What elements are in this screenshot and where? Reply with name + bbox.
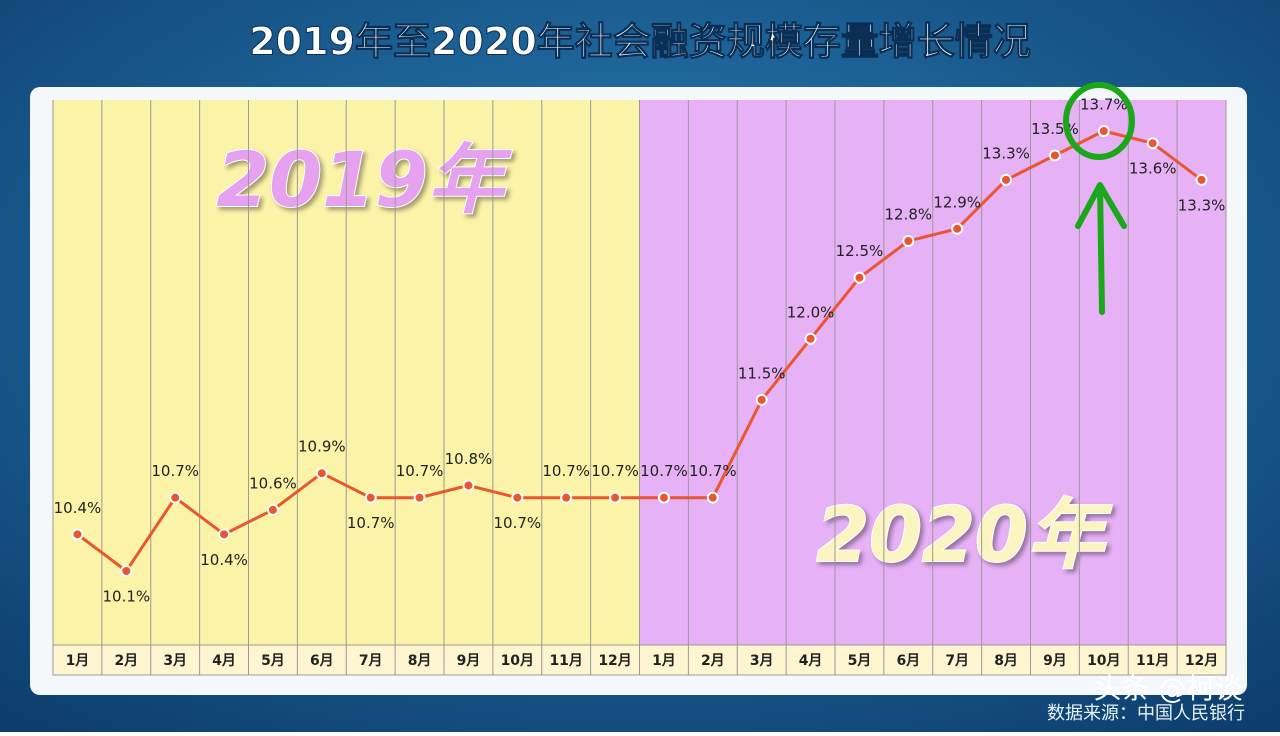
point <box>511 491 524 504</box>
data-label: 10.8% <box>445 450 493 468</box>
point <box>657 491 670 504</box>
x-tick-label: 9月 <box>457 653 481 669</box>
line <box>76 129 1203 574</box>
x-tick-label: 1月 <box>652 653 676 669</box>
point <box>71 528 84 541</box>
point <box>853 271 866 284</box>
data-label: 12.9% <box>933 193 981 211</box>
x-tick-label: 12月 <box>1185 653 1218 669</box>
data-label: 10.4% <box>54 499 102 517</box>
data-label: 10.7% <box>640 462 688 480</box>
x-tick-label: 4月 <box>799 653 823 669</box>
point <box>169 491 182 504</box>
point <box>315 467 328 480</box>
data-label: 10.4% <box>200 551 248 569</box>
x-tick-label: 9月 <box>1043 653 1067 669</box>
point <box>951 222 964 235</box>
x-tick-label: 4月 <box>212 653 236 669</box>
x-tick-label: 11月 <box>549 653 582 669</box>
data-label: 10.6% <box>249 474 297 492</box>
x-tick-label: 11月 <box>1136 653 1169 669</box>
data-label: 13.3% <box>1178 196 1226 214</box>
point <box>1195 173 1208 186</box>
data-label: 10.1% <box>102 588 150 606</box>
x-tick-label: 10月 <box>501 653 534 669</box>
x-tick-label: 8月 <box>994 653 1018 669</box>
x-tick-label: 12月 <box>598 653 631 669</box>
point <box>755 393 768 406</box>
point <box>609 491 622 504</box>
data-label: 10.9% <box>298 438 346 456</box>
x-tick-label: 2月 <box>114 653 138 669</box>
chart-title: 2019年至2020年社会融资规模存量增长情况 <box>249 20 1031 64</box>
data-label: 11.5% <box>738 364 786 382</box>
data-label: 10.7% <box>151 462 199 480</box>
x-tick-label: 8月 <box>408 653 432 669</box>
x-tick-label: 6月 <box>310 653 334 669</box>
watermark: 头条 @柯谈 <box>1094 672 1243 705</box>
point <box>1048 149 1061 162</box>
plot: 2019年 2020年 1月 2月 3月 4月 5月 6月 7月 8月 9月 10月 11月 12月 1月 2… <box>52 96 1227 676</box>
x-tick-label: 5月 <box>848 653 872 669</box>
data-label: 13.6% <box>1129 160 1177 178</box>
point <box>560 491 573 504</box>
highlight-circle <box>1063 82 1135 160</box>
data-label: 12.8% <box>884 206 932 224</box>
x-tick-label: 1月 <box>66 653 90 669</box>
data-label: 13.3% <box>982 144 1030 162</box>
point <box>902 235 915 247</box>
point <box>120 565 133 577</box>
point <box>1146 137 1159 150</box>
point <box>266 503 279 516</box>
data-label: 10.7% <box>493 514 541 532</box>
x-tick-label: 6月 <box>896 653 920 669</box>
data-label: 10.7% <box>396 462 444 480</box>
source: 数据来源：中国人民银行 <box>1047 703 1245 724</box>
data-label: 13.7% <box>1080 96 1128 114</box>
x-tick-label: 10月 <box>1087 653 1120 669</box>
point <box>804 332 817 345</box>
point <box>218 528 231 541</box>
x-tick-label: 3月 <box>163 653 187 669</box>
point <box>706 491 719 504</box>
data-label: 10.7% <box>689 462 737 480</box>
x-tick-label: 3月 <box>750 653 774 669</box>
data-label: 12.5% <box>836 242 884 260</box>
highlight-arrow <box>1075 182 1127 315</box>
point <box>413 491 426 504</box>
data-label: 10.7% <box>542 462 590 480</box>
data-label: 10.7% <box>591 462 639 480</box>
data-label: 12.0% <box>787 303 835 321</box>
x-tick-label: 7月 <box>359 653 383 669</box>
point <box>1000 173 1013 186</box>
period-label: 2020年 <box>816 490 1113 579</box>
x-tick-label: 7月 <box>945 653 969 669</box>
x-tick-label: 5月 <box>261 653 285 669</box>
x-tick-label: 2月 <box>701 653 725 669</box>
point <box>462 479 475 492</box>
point <box>1097 125 1110 137</box>
data-label: 10.7% <box>347 514 395 532</box>
point <box>364 491 377 504</box>
period-label: 2019年 <box>216 135 513 224</box>
